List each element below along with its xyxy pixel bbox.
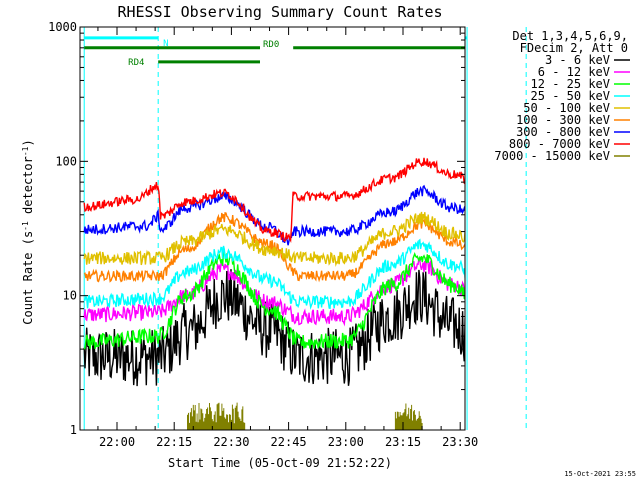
legend-label: 7000 - 15000 keV <box>494 149 610 163</box>
legend-label: 6 - 12 keV <box>538 65 610 79</box>
y-tick-label: 100 <box>55 154 77 168</box>
y-tick-label: 1000 <box>48 20 77 34</box>
legend-label: 100 - 300 keV <box>516 113 610 127</box>
footer-date: 15-Oct-2021 23:55 <box>564 470 636 478</box>
legend-label: 50 - 100 keV <box>523 101 610 115</box>
x-axis-ticks: 22:00 22:15 22:30 22:45 23:00 23:15 23:30 <box>97 27 478 449</box>
y-axis-ticks: 1 10 100 1000 <box>48 20 465 437</box>
legend: Det 1,3,4,5,6,9, FDecim 2, Att 0 3 - 6 k… <box>494 29 630 163</box>
series-3-6-kev <box>83 269 465 387</box>
x-tick-label: 23:15 <box>385 435 421 449</box>
x-tick-label: 22:00 <box>99 435 135 449</box>
x-tick-label: 22:30 <box>213 435 249 449</box>
attenuator-state-segments: N RD0 RD4 <box>84 36 468 68</box>
legend-header-line-2: FDecim 2, Att 0 <box>520 41 628 55</box>
legend-label: 800 - 7000 keV <box>509 137 610 151</box>
state-label-rd0: RD0 <box>263 40 279 50</box>
legend-label: 3 - 6 keV <box>545 53 610 67</box>
x-axis-label: Start Time (05-Oct-09 21:52:22) <box>168 456 392 470</box>
series-12-25-kev <box>83 250 465 350</box>
series-burst <box>394 403 423 430</box>
series-7000-15000-kev <box>187 402 423 430</box>
state-label-rd4: RD4 <box>128 58 144 68</box>
series-300-800-kev <box>83 184 465 246</box>
y-axis-label: Count Rate (s-1 detector-1) <box>21 139 35 324</box>
y-tick-label: 1 <box>70 423 77 437</box>
state-label-n: N <box>163 39 168 49</box>
x-tick-label: 22:45 <box>271 435 307 449</box>
legend-label: 300 - 800 keV <box>516 125 610 139</box>
series-25-50-kev <box>83 238 465 310</box>
x-tick-label: 22:15 <box>156 435 192 449</box>
series-100-300-kev <box>83 212 465 283</box>
count-rate-series <box>83 157 465 430</box>
legend-header-line-1: Det 1,3,4,5,6,9, <box>512 29 628 43</box>
x-tick-label: 23:00 <box>328 435 364 449</box>
series-800-7000-kev <box>83 157 465 244</box>
series-50-100-kev <box>83 211 465 267</box>
plot-frame <box>79 26 466 431</box>
chart-title: RHESSI Observing Summary Count Rates <box>117 3 442 21</box>
y-tick-label: 10 <box>63 289 77 303</box>
series-6-12-kev <box>83 256 465 327</box>
legend-label: 25 - 50 keV <box>531 89 610 103</box>
legend-label: 12 - 25 keV <box>531 77 610 91</box>
x-tick-label: 23:30 <box>442 435 478 449</box>
series-burst <box>187 402 246 430</box>
